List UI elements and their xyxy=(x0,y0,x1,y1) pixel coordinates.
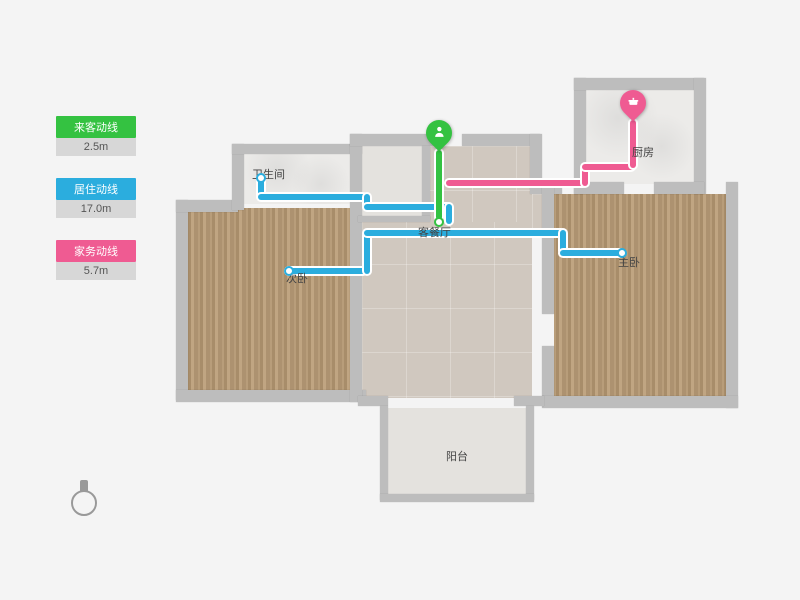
legend-label-living: 居住动线 xyxy=(56,178,136,200)
path-segment xyxy=(560,250,622,256)
endpoint-guest xyxy=(434,217,444,227)
wall-segment xyxy=(654,182,704,194)
legend-value-chore: 5.7m xyxy=(56,262,136,280)
compass-ring xyxy=(71,490,97,516)
wall-segment xyxy=(462,134,540,146)
room-living-dining xyxy=(362,220,532,398)
label-living: 客餐厅 xyxy=(418,224,451,240)
wall-segment xyxy=(542,182,554,314)
legend-value-living: 17.0m xyxy=(56,200,136,218)
floor-plan: 卫生间 次卧 客餐厅 厨房 主卧 阳台 xyxy=(170,70,750,540)
endpoint-bathroom xyxy=(256,173,266,183)
marker-chore xyxy=(620,90,646,124)
wall-segment xyxy=(574,78,704,90)
path-segment xyxy=(582,164,634,170)
path-segment xyxy=(364,230,564,236)
wall-segment xyxy=(526,406,534,500)
room-secondary-bedroom xyxy=(186,208,354,390)
wall-segment xyxy=(232,144,362,154)
legend-label-guest: 来客动线 xyxy=(56,116,136,138)
wall-segment xyxy=(350,134,434,146)
path-segment xyxy=(446,180,586,186)
compass-icon xyxy=(68,480,100,522)
legend-label-chore: 家务动线 xyxy=(56,240,136,262)
wall-segment xyxy=(542,396,738,408)
wall-segment xyxy=(726,182,738,408)
wall-segment xyxy=(380,406,388,500)
path-segment xyxy=(446,204,452,224)
pot-icon xyxy=(627,96,639,111)
wall-segment xyxy=(358,216,430,222)
marker-guest xyxy=(426,120,452,154)
room-master-bedroom xyxy=(554,194,726,398)
path-segment xyxy=(258,194,366,200)
wall-segment xyxy=(380,494,534,502)
endpoint-master xyxy=(617,248,627,258)
label-kitchen: 厨房 xyxy=(632,144,654,160)
path-segment xyxy=(436,150,442,220)
wall-segment xyxy=(694,78,706,194)
wall-segment xyxy=(176,200,238,212)
person-icon xyxy=(433,126,445,141)
legend-item-chore: 家务动线 5.7m xyxy=(56,240,136,280)
legend-value-guest: 2.5m xyxy=(56,138,136,156)
path-segment xyxy=(364,232,370,274)
wall-segment xyxy=(542,346,554,402)
wall-segment xyxy=(176,200,188,400)
wall-segment xyxy=(358,396,388,406)
label-balcony: 阳台 xyxy=(446,448,468,464)
wall-segment xyxy=(514,396,544,406)
wall-segment xyxy=(176,390,366,402)
endpoint-secondary xyxy=(284,266,294,276)
legend-item-living: 居住动线 17.0m xyxy=(56,178,136,218)
legend: 来客动线 2.5m 居住动线 17.0m 家务动线 5.7m xyxy=(56,116,136,302)
legend-item-guest: 来客动线 2.5m xyxy=(56,116,136,156)
